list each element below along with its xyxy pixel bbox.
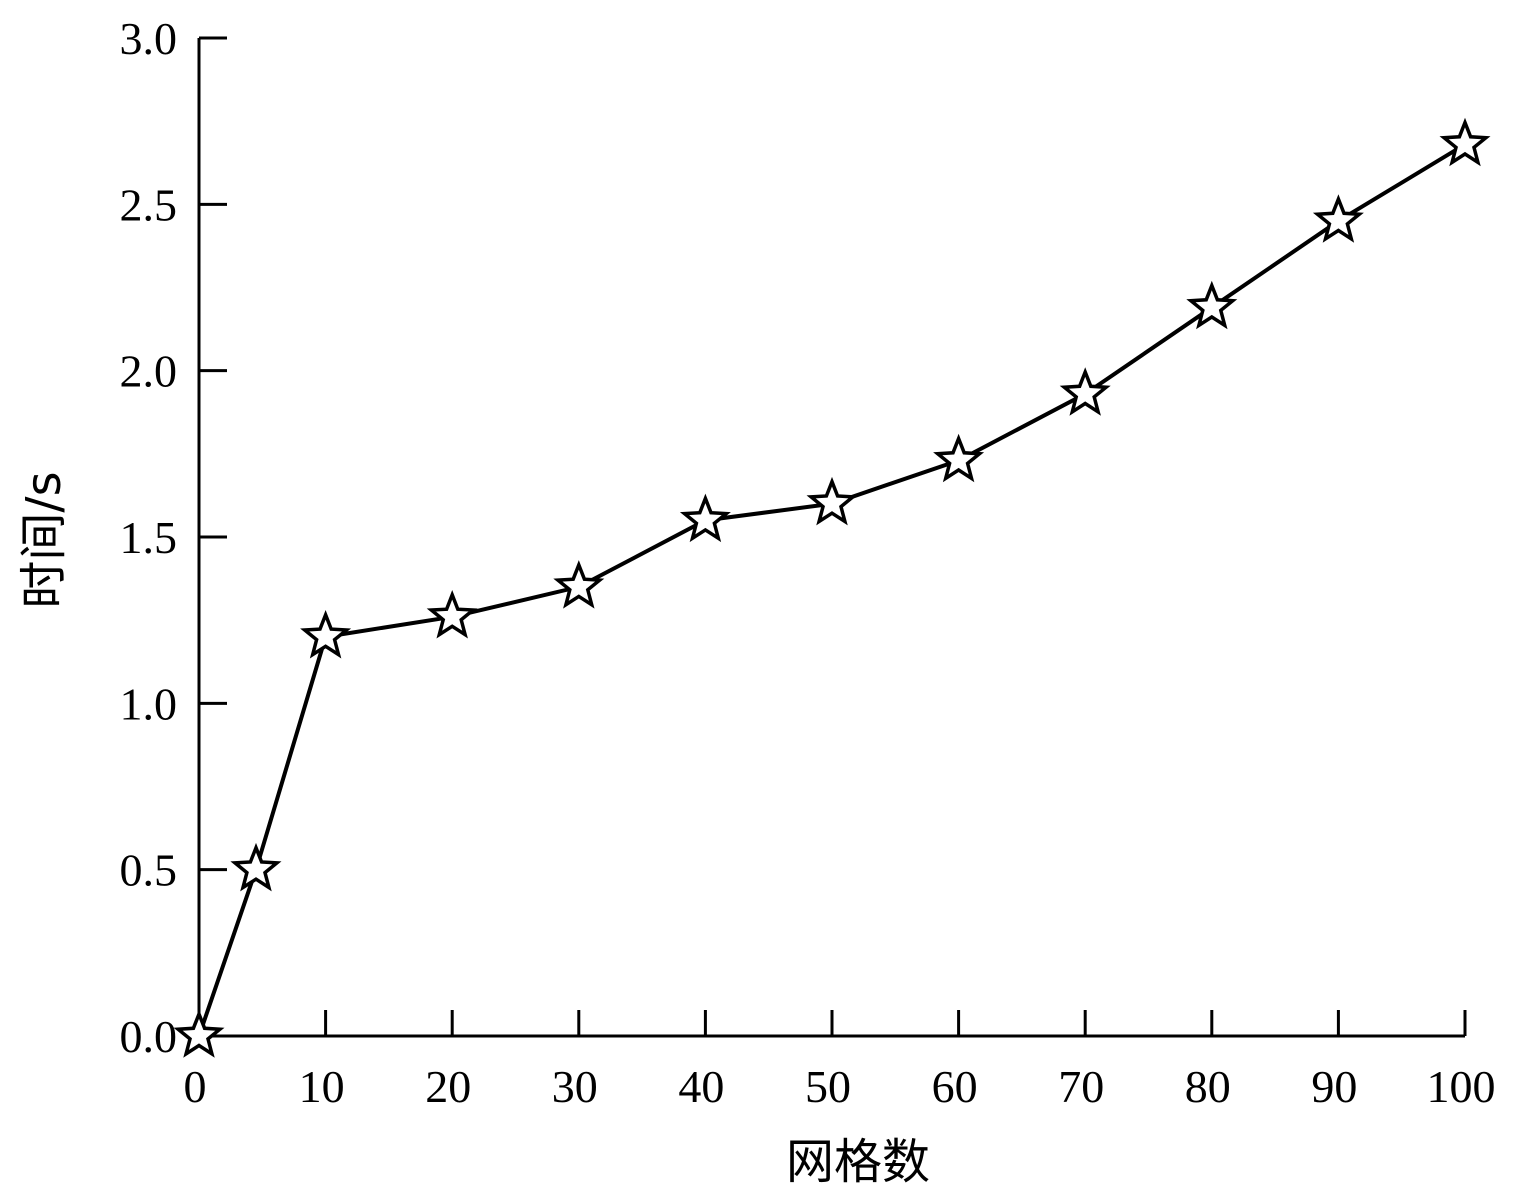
y-tick-label: 0.5	[120, 845, 178, 896]
star-data-point	[1186, 280, 1238, 330]
x-tick-label: 50	[805, 1061, 851, 1112]
x-tick-label: 80	[1185, 1061, 1231, 1112]
x-axis-ticks: 0 10 20 30 40 50 60 70 80 90 100	[184, 1010, 1496, 1112]
x-tick-label: 90	[1311, 1061, 1357, 1112]
y-tick-label: 1.0	[120, 678, 178, 729]
star-data-point	[230, 842, 282, 892]
x-axis-title: 网格数	[786, 1134, 930, 1190]
y-tick-label: 0.0	[120, 1011, 178, 1062]
series-line	[197, 142, 1467, 1037]
x-tick-label: 0	[184, 1061, 207, 1112]
star-data-point	[679, 493, 731, 543]
star-data-point	[300, 610, 352, 659]
series-layer	[173, 117, 1491, 1058]
star-data-point	[173, 1009, 225, 1058]
y-tick-label: 2.0	[120, 346, 178, 397]
y-tick-label: 1.5	[120, 512, 178, 563]
x-tick-label: 60	[932, 1061, 978, 1112]
x-tick-label: 30	[552, 1061, 598, 1112]
y-tick-label: 2.5	[120, 179, 178, 230]
x-tick-label: 20	[425, 1061, 471, 1112]
x-tick-label: 70	[1058, 1061, 1104, 1112]
star-data-point	[553, 560, 605, 609]
star-data-point	[1312, 194, 1364, 243]
star-data-point	[1439, 117, 1491, 167]
star-data-point	[933, 433, 985, 483]
y-tick-label: 3.0	[120, 13, 178, 64]
y-axis-ticks: 0.0 0.5 1.0 1.5 2.0 2.5 3.0	[120, 13, 227, 1062]
star-data-point	[426, 589, 478, 639]
star-data-point	[806, 476, 858, 526]
y-axis-title: 时间/s	[16, 471, 72, 608]
x-tick-label: 100	[1427, 1061, 1496, 1112]
star-data-point	[1059, 367, 1111, 416]
x-tick-label: 10	[299, 1061, 345, 1112]
x-tick-label: 40	[678, 1061, 724, 1112]
axes	[197, 38, 1465, 1038]
